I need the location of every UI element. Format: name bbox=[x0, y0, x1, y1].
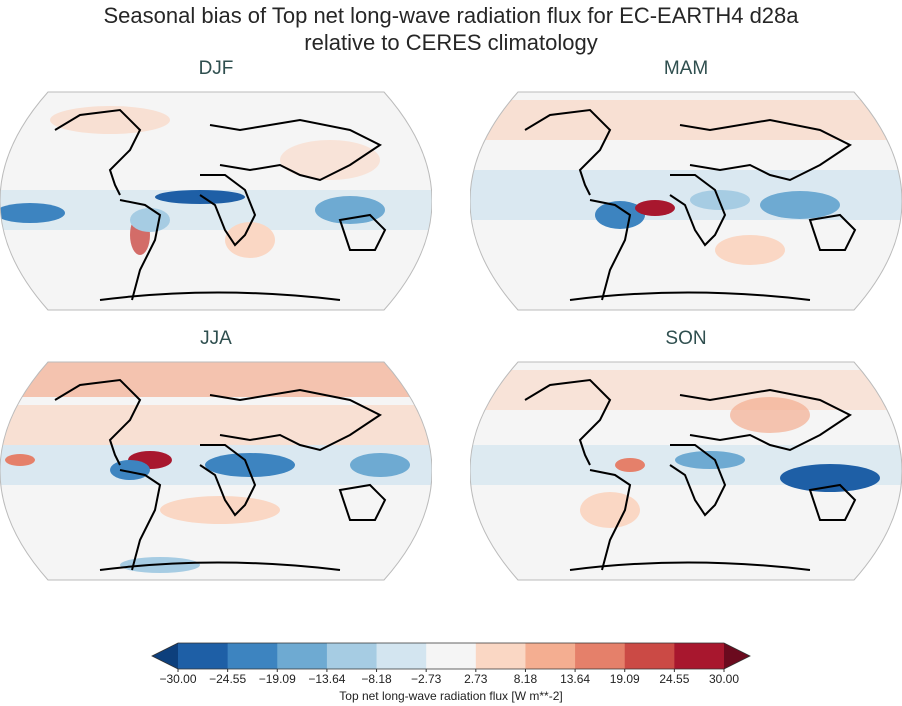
colorbar-tick-label: −2.73 bbox=[410, 672, 442, 686]
colorbar-tick-label: 19.09 bbox=[609, 672, 640, 686]
colorbar-tick-label: 30.00 bbox=[708, 672, 740, 686]
colorbar-bin-0 bbox=[178, 643, 229, 669]
panel-title-mam: MAM bbox=[663, 58, 709, 79]
colorbar-label: Top net long-wave radiation flux [W m**-… bbox=[339, 689, 563, 703]
colorbar-tick-label: −24.55 bbox=[209, 672, 247, 686]
map-mam bbox=[470, 91, 902, 311]
colorbar-bin-2 bbox=[277, 643, 328, 669]
figure-title-line2: relative to CERES climatology bbox=[304, 30, 598, 55]
map-djf bbox=[0, 91, 432, 311]
colorbar-extend-min bbox=[152, 643, 178, 669]
map-son bbox=[470, 361, 902, 581]
colorbar-bin-7 bbox=[525, 643, 576, 669]
map-jja bbox=[0, 361, 432, 581]
panel-title-son: SON bbox=[665, 328, 707, 349]
colorbar-tick-label: 13.64 bbox=[560, 672, 591, 686]
colorbar-tick-label: 8.18 bbox=[513, 672, 538, 686]
colorbar-bin-8 bbox=[575, 643, 626, 669]
figure-title-line1: Seasonal bias of Top net long-wave radia… bbox=[103, 3, 799, 28]
colorbar-tick-label: −30.00 bbox=[159, 672, 197, 686]
colorbar-tick-label: −19.09 bbox=[258, 672, 296, 686]
panel-title-jja: JJA bbox=[200, 328, 232, 349]
colorbar-bin-5 bbox=[426, 643, 477, 669]
colorbar-bin-3 bbox=[326, 643, 378, 669]
colorbar-outline bbox=[151, 642, 751, 670]
panel-title-djf: DJF bbox=[198, 58, 234, 79]
figure-title: Seasonal bias of Top net long-wave radia… bbox=[0, 2, 902, 56]
colorbar-tick-label: 2.73 bbox=[464, 672, 488, 686]
colorbar-bin-9 bbox=[624, 643, 675, 669]
colorbar-extend-max bbox=[724, 643, 750, 669]
colorbar-tick-label: −8.18 bbox=[361, 672, 392, 686]
colorbar-bin-10 bbox=[674, 643, 725, 669]
colorbar-bin-4 bbox=[376, 643, 427, 669]
colorbar-bin-1 bbox=[227, 643, 278, 669]
colorbar-tick-label: −13.64 bbox=[308, 672, 346, 686]
colorbar-tick-label: 24.55 bbox=[659, 672, 690, 686]
colorbar-bin-6 bbox=[475, 643, 526, 669]
